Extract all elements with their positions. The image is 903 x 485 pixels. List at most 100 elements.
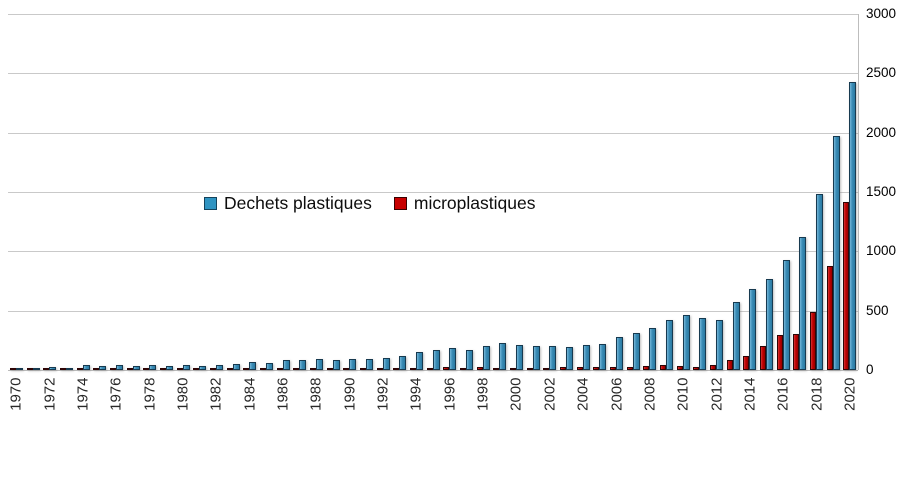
year-group-2015: [758, 14, 775, 370]
x-slot-2011: [692, 373, 709, 448]
year-group-1970: [8, 14, 25, 370]
x-slot-1982: 1982: [208, 373, 225, 448]
x-slot-2016: 2016: [775, 373, 792, 448]
bar-dechets-plastiques-1983: [232, 364, 240, 370]
bar-dechets-plastiques-1994: [415, 351, 423, 370]
year-group-1972: [41, 14, 58, 370]
bar-microplastiques-2019: [826, 266, 833, 370]
gridline-2500: [8, 73, 858, 75]
x-slot-2006: 2006: [608, 373, 625, 448]
bar-dechets-plastiques-1996: [449, 348, 457, 370]
bar-dechets-plastiques-2010: [682, 315, 690, 370]
year-group-1984: [241, 14, 258, 370]
year-group-2016: [775, 14, 792, 370]
bar-microplastiques-1973: [59, 368, 66, 370]
year-group-2017: [792, 14, 809, 370]
bar-microplastiques-1984: [243, 368, 250, 370]
bar-dechets-plastiques-1998: [482, 346, 490, 370]
x-axis-labels: 1970 1972 1974 1976 1978 1980 1982 1984 1986 1988…: [7, 373, 859, 448]
x-slot-1975: [91, 373, 108, 448]
bar-dechets-plastiques-1979: [165, 365, 173, 370]
bar-dechets-plastiques-1977: [132, 366, 140, 370]
x-slot-1998: 1998: [475, 373, 492, 448]
x-slot-1980: 1980: [175, 373, 192, 448]
x-slot-2010: 2010: [675, 373, 692, 448]
bar-microplastiques-1988: [309, 368, 316, 370]
year-group-1981: [191, 14, 208, 370]
x-slot-1983: [225, 373, 242, 448]
x-axis-label-1996: 1996: [441, 377, 459, 411]
x-axis-label-1984: 1984: [241, 377, 259, 411]
bar-microplastiques-1982: [209, 368, 216, 370]
bar-dechets-plastiques-1985: [265, 363, 273, 370]
x-slot-1992: 1992: [375, 373, 392, 448]
x-slot-2009: [658, 373, 675, 448]
x-slot-2001: [525, 373, 542, 448]
bar-dechets-plastiques-2019: [832, 135, 840, 370]
year-group-2010: [675, 14, 692, 370]
year-group-2014: [742, 14, 759, 370]
gridline-1500: [8, 192, 858, 193]
bar-dechets-plastiques-1971: [32, 368, 40, 370]
x-slot-2002: 2002: [541, 373, 558, 448]
year-group-1983: [225, 14, 242, 370]
year-group-1989: [325, 14, 342, 370]
x-axis-label-2016: 2016: [774, 377, 792, 411]
gridline-500: [8, 310, 858, 312]
year-group-1978: [141, 14, 158, 370]
x-axis-label-1970: 1970: [7, 377, 25, 411]
year-group-2006: [608, 14, 625, 370]
bar-dechets-plastiques-1980: [182, 365, 190, 370]
y-axis-label-1500: 1500: [866, 184, 897, 199]
x-slot-1978: 1978: [141, 373, 158, 448]
gridline-2000: [8, 132, 858, 134]
bar-dechets-plastiques-1988: [315, 358, 323, 370]
x-axis-label-2004: 2004: [574, 377, 592, 411]
bar-microplastiques-2012: [710, 364, 717, 370]
y-axis-label-2000: 2000: [866, 124, 897, 140]
x-axis-label-2010: 2010: [674, 377, 692, 411]
x-slot-2013: [725, 373, 742, 448]
x-axis-label-1982: 1982: [207, 377, 225, 411]
bar-dechets-plastiques-2003: [566, 347, 573, 370]
year-group-2004: [575, 14, 592, 370]
bar-microplastiques-1992: [376, 368, 383, 370]
bar-microplastiques-1981: [193, 368, 200, 370]
year-group-1979: [158, 14, 175, 370]
bar-microplastiques-2010: [676, 365, 683, 370]
x-slot-2003: [558, 373, 575, 448]
legend-label-dechets: Dechets plastiques: [224, 193, 372, 213]
x-slot-1993: [391, 373, 408, 448]
bar-microplastiques-1970: [9, 368, 16, 370]
legend-item-dechets-plastiques: Dechets plastiques: [204, 193, 372, 214]
x-axis-label-1990: 1990: [341, 377, 359, 411]
bar-microplastiques-2005: [593, 366, 600, 370]
y-axis-label-0: 0: [866, 362, 874, 377]
bar-dechets-plastiques-1987: [299, 359, 307, 370]
bar-dechets-plastiques-1999: [499, 343, 507, 370]
year-group-1973: [58, 14, 75, 370]
year-group-1980: [175, 14, 192, 370]
x-slot-2007: [625, 373, 642, 448]
bar-microplastiques-1997: [459, 367, 466, 370]
bar-microplastiques-2007: [626, 367, 633, 370]
x-axis-label-1980: 1980: [174, 377, 192, 411]
bar-microplastiques-2009: [660, 365, 667, 370]
bar-dechets-plastiques-2020: [849, 82, 857, 370]
x-slot-2005: [592, 373, 609, 448]
bar-dechets-plastiques-2017: [799, 237, 807, 370]
bar-microplastiques-1974: [76, 368, 83, 370]
year-group-1987: [291, 14, 308, 370]
year-group-1990: [341, 14, 358, 370]
x-axis-label-2012: 2012: [708, 377, 726, 411]
year-group-2001: [525, 14, 542, 370]
year-group-2020: [842, 14, 859, 370]
x-axis-label-2000: 2000: [507, 377, 525, 411]
year-group-2003: [558, 14, 575, 370]
bar-dechets-plastiques-1990: [349, 358, 357, 370]
bar-dechets-plastiques-1993: [399, 355, 407, 370]
bar-dechets-plastiques-2006: [616, 337, 624, 370]
x-slot-1981: [191, 373, 208, 448]
x-axis-label-1994: 1994: [407, 377, 425, 411]
year-group-1994: [408, 14, 425, 370]
